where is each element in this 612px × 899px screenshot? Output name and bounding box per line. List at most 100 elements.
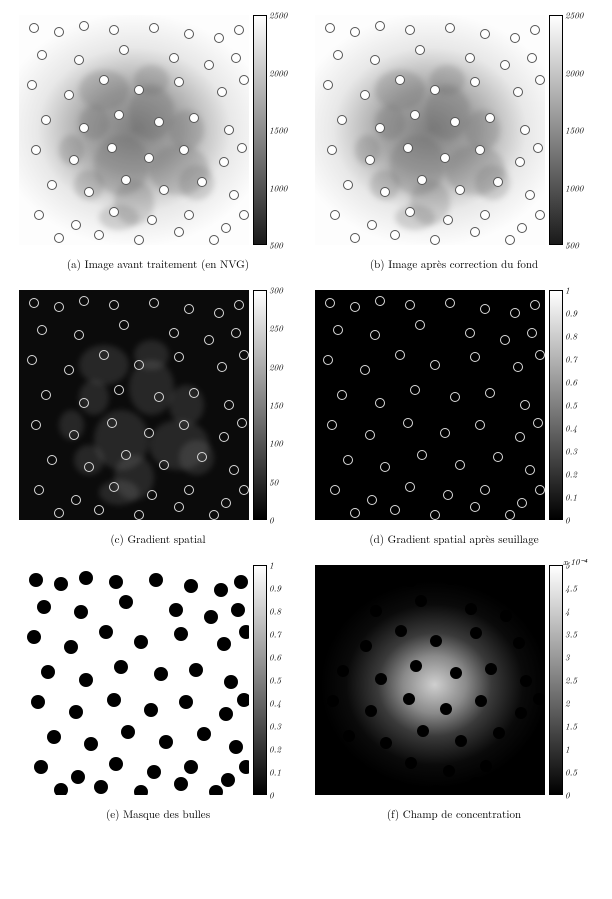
bubble-marker <box>174 352 184 362</box>
bubble-marker <box>375 21 385 31</box>
bubble-marker <box>84 187 94 197</box>
bubble-marker <box>154 667 168 681</box>
bubble-marker <box>470 502 480 512</box>
bubble-marker <box>375 398 385 408</box>
bubble-marker <box>239 210 249 220</box>
bubble-marker <box>214 583 228 597</box>
bubble-marker <box>465 328 475 338</box>
bubble-marker <box>325 573 337 585</box>
bubble-marker <box>119 595 133 609</box>
figure-row: 300250200150100500 <box>19 290 297 520</box>
bubble-marker <box>154 117 164 127</box>
bubble-marker <box>179 420 189 430</box>
colorbar-tick: 0.3 <box>565 445 577 458</box>
bubble-marker <box>214 33 224 43</box>
bubble-marker <box>114 660 128 674</box>
bubble-marker <box>169 53 179 63</box>
bubble-marker <box>54 508 64 518</box>
bubble-marker <box>500 610 512 622</box>
bubble-marker <box>323 80 333 90</box>
bubble-marker <box>450 117 460 127</box>
bubble-marker <box>154 392 164 402</box>
bubble-marker <box>64 640 78 654</box>
colorbar-gradient <box>549 15 563 245</box>
colorbar-tick: 500 <box>269 239 283 252</box>
colorbar-tick: 0.3 <box>269 720 281 733</box>
colorbar-c: 300250200150100500 <box>253 290 297 520</box>
bubble-marker <box>370 605 382 617</box>
colorbar-gradient <box>253 15 267 245</box>
bubble-marker <box>174 227 184 237</box>
bubble-marker <box>224 400 234 410</box>
figure-caption-c: (c) Gradient spatial <box>110 532 205 547</box>
bubble-marker <box>197 452 207 462</box>
bubble-marker <box>27 630 41 644</box>
bubble-marker <box>174 77 184 87</box>
bubble-marker <box>333 50 343 60</box>
bubble-marker <box>144 703 158 717</box>
bubble-marker <box>79 21 89 31</box>
bubble-marker <box>79 123 89 133</box>
bubble-marker <box>350 302 360 312</box>
bubble-marker <box>134 85 144 95</box>
bubble-marker <box>224 125 234 135</box>
bubble-marker <box>99 75 109 85</box>
bubble-marker <box>525 740 537 752</box>
colorbar-tick: 1 <box>269 559 274 572</box>
bubble-marker <box>365 705 377 717</box>
bubble-marker <box>54 577 68 591</box>
bubble-marker <box>430 510 440 520</box>
bubble-marker <box>99 350 109 360</box>
bubble-marker <box>174 777 188 791</box>
bubble-marker <box>74 605 88 619</box>
bubble-marker <box>515 707 527 719</box>
bubble-marker <box>513 362 523 372</box>
figure-image-a <box>19 15 249 245</box>
bubble-marker <box>337 115 347 125</box>
bubble-marker <box>121 450 131 460</box>
bubble-marker <box>119 45 129 55</box>
bubble-marker <box>417 725 429 737</box>
bubble-marker <box>527 53 537 63</box>
bubble-marker <box>69 430 79 440</box>
colorbar-gradient <box>549 290 563 520</box>
bubble-marker <box>337 665 349 677</box>
figure-image-b <box>315 15 545 245</box>
colorbar-b: 2500200015001000500 <box>549 15 593 245</box>
colorbar-a: 2500200015001000500 <box>253 15 297 245</box>
bubble-marker <box>71 495 81 505</box>
bubble-marker <box>27 355 37 365</box>
bubble-marker <box>493 177 503 187</box>
bubble-marker <box>109 300 119 310</box>
bubble-marker <box>405 757 417 769</box>
bubble-marker <box>440 153 450 163</box>
bubble-marker <box>530 575 542 587</box>
bubble-marker <box>367 220 377 230</box>
bubble-marker <box>237 693 249 707</box>
bubble-marker <box>535 210 545 220</box>
bubble-marker <box>533 693 545 705</box>
bubble-marker <box>29 23 39 33</box>
colorbar-tick: 2000 <box>269 66 287 79</box>
bubble-marker <box>34 485 44 495</box>
colorbar-tick: 0.6 <box>565 376 577 389</box>
bubble-marker <box>517 773 529 785</box>
bubble-marker <box>395 75 405 85</box>
bubble-marker <box>535 760 545 772</box>
bubble-marker <box>533 143 543 153</box>
bubble-marker <box>440 703 452 715</box>
bubble-marker <box>470 777 482 789</box>
bubble-marker <box>415 320 425 330</box>
bubble-marker <box>79 673 93 687</box>
bubble-marker <box>365 155 375 165</box>
bubble-marker <box>520 125 530 135</box>
bubble-marker <box>159 735 173 749</box>
colorbar-tick: 0.9 <box>565 307 577 320</box>
bubble-marker <box>410 385 420 395</box>
bubble-marker <box>325 23 335 33</box>
bubble-marker <box>475 695 487 707</box>
bubble-marker <box>405 25 415 35</box>
bubble-marker <box>169 328 179 338</box>
bubble-marker <box>109 25 119 35</box>
bubble-marker <box>520 400 530 410</box>
